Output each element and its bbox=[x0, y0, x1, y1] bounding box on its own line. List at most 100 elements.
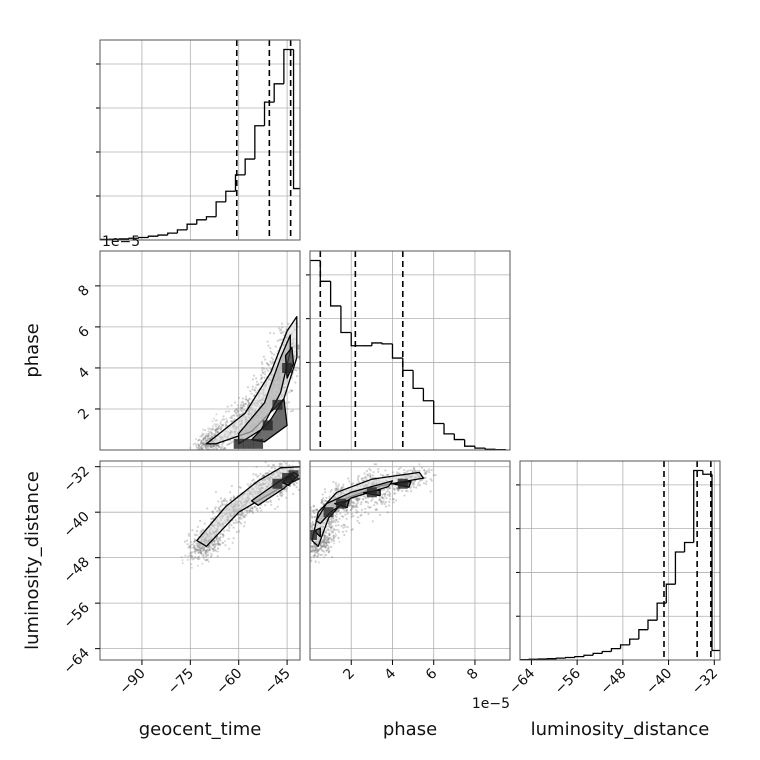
density-point bbox=[206, 437, 209, 440]
density-point bbox=[276, 505, 279, 508]
density-point bbox=[304, 360, 306, 362]
density-point bbox=[363, 472, 366, 475]
density-point bbox=[224, 421, 227, 424]
density-point bbox=[290, 389, 293, 392]
density-point bbox=[183, 540, 186, 543]
density-point bbox=[304, 543, 306, 545]
xlabel-luminosity_distance: luminosity_distance bbox=[531, 719, 710, 740]
histogram-luminosity_distance-bar-19 bbox=[693, 469, 703, 543]
density-point bbox=[349, 504, 352, 507]
density-point bbox=[310, 515, 313, 518]
density-point bbox=[199, 435, 202, 438]
density-point bbox=[241, 400, 244, 403]
density-point bbox=[242, 403, 246, 406]
density-point bbox=[330, 546, 333, 548]
density-point bbox=[228, 529, 231, 532]
density-point bbox=[236, 404, 239, 407]
density-point bbox=[260, 509, 263, 512]
density-point bbox=[199, 548, 202, 551]
density-point bbox=[313, 515, 316, 519]
density-point bbox=[225, 417, 228, 420]
density-point bbox=[218, 445, 221, 449]
density-point bbox=[235, 408, 238, 412]
density-point bbox=[403, 468, 406, 472]
density-point bbox=[190, 555, 193, 558]
density-point bbox=[187, 555, 190, 558]
density-point bbox=[207, 430, 210, 433]
density-point bbox=[260, 381, 263, 384]
density-point bbox=[202, 548, 205, 551]
density-point bbox=[387, 473, 390, 476]
density-point bbox=[327, 528, 330, 531]
density-point bbox=[424, 471, 427, 474]
density-point bbox=[206, 445, 209, 448]
density-point bbox=[208, 432, 211, 435]
density-point bbox=[313, 550, 316, 552]
density-point bbox=[195, 549, 198, 552]
density-point bbox=[198, 453, 200, 455]
density-point bbox=[211, 444, 214, 447]
density-point bbox=[227, 410, 230, 413]
histogram-phase-bar-11 bbox=[422, 388, 434, 402]
density-point bbox=[388, 491, 391, 494]
density-point bbox=[328, 495, 331, 498]
density-point bbox=[211, 432, 214, 435]
density-geocent_time-vs-luminosity_distance bbox=[100, 461, 300, 660]
density-point bbox=[324, 546, 327, 549]
density-point bbox=[333, 542, 336, 545]
density-point bbox=[245, 395, 248, 398]
density-point bbox=[314, 546, 317, 549]
density-point bbox=[191, 529, 194, 532]
density-point bbox=[343, 523, 346, 527]
density-point bbox=[263, 367, 266, 370]
phase-x-offset-text: 1e−5 bbox=[472, 696, 510, 712]
density-point bbox=[191, 551, 194, 553]
density-point bbox=[381, 488, 384, 492]
histogram-luminosity_distance-bar-11 bbox=[619, 644, 630, 649]
density-point bbox=[188, 545, 191, 549]
density-point bbox=[231, 541, 234, 544]
density-point bbox=[216, 537, 218, 540]
density-point bbox=[211, 553, 214, 556]
density-point bbox=[203, 443, 206, 446]
density-point bbox=[244, 398, 248, 401]
density-point bbox=[325, 543, 328, 546]
density-point bbox=[323, 539, 326, 542]
density-point bbox=[216, 444, 219, 447]
density-point bbox=[382, 500, 385, 503]
density-point bbox=[321, 500, 324, 503]
density-point bbox=[364, 511, 367, 514]
histogram-luminosity_distance-bar-18 bbox=[683, 541, 694, 552]
density-point bbox=[420, 466, 424, 469]
density-point bbox=[193, 544, 196, 548]
density-point bbox=[198, 438, 201, 441]
density-point bbox=[318, 547, 321, 550]
density-point bbox=[357, 497, 360, 501]
density-point bbox=[229, 416, 232, 419]
density-point bbox=[216, 444, 219, 447]
density-point bbox=[328, 549, 331, 552]
density-point bbox=[222, 415, 225, 418]
density-point bbox=[204, 549, 207, 552]
density-point bbox=[211, 445, 214, 447]
density-point bbox=[200, 548, 203, 551]
density-point bbox=[225, 424, 228, 427]
density-point bbox=[265, 361, 268, 365]
density-cell-3 bbox=[366, 487, 377, 498]
density-point bbox=[366, 474, 370, 477]
density-point bbox=[199, 446, 202, 449]
density-point bbox=[236, 415, 239, 418]
density-point bbox=[200, 551, 203, 554]
density-point bbox=[193, 538, 196, 541]
density-point bbox=[191, 452, 193, 454]
density-point bbox=[242, 515, 245, 518]
density-point bbox=[336, 528, 339, 532]
density-point bbox=[280, 328, 283, 331]
density-point bbox=[311, 520, 314, 523]
density-point bbox=[201, 434, 204, 437]
density-point bbox=[243, 521, 246, 524]
density-point bbox=[230, 524, 233, 527]
density-point bbox=[192, 469, 194, 471]
histogram-luminosity_distance-bar-21 bbox=[711, 474, 720, 652]
density-point bbox=[297, 356, 300, 359]
